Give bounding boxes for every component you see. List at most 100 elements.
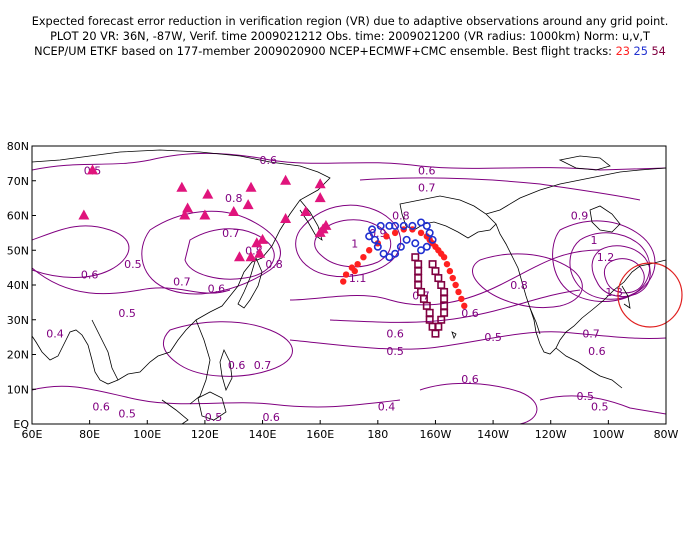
- track-23-point: [458, 295, 465, 303]
- coastline-indochina: [189, 319, 211, 405]
- lon-label: 180: [367, 428, 388, 441]
- contour-label: 0.7: [582, 328, 600, 341]
- track-25-point: [411, 239, 420, 248]
- lat-label: 50N: [7, 244, 29, 257]
- observation-triangle: [320, 219, 332, 230]
- contour-line: [289, 249, 601, 306]
- coastline-baja: [529, 307, 541, 335]
- lon-label: 80W: [654, 428, 679, 441]
- track-23-point: [452, 281, 459, 289]
- lon-label: 60E: [22, 428, 43, 441]
- lat-label: 60N: [7, 210, 29, 223]
- observation-triangle: [179, 209, 191, 220]
- observation-triangle: [245, 181, 257, 192]
- contour-label: 0.5: [118, 408, 136, 421]
- coastline-borneo: [197, 391, 227, 421]
- contour-label: 0.4: [378, 401, 396, 414]
- contour-label: 0.5: [124, 258, 142, 271]
- coastline-north-america: [485, 167, 666, 355]
- observation-triangle: [251, 237, 263, 248]
- verification-region-circle: [617, 262, 683, 328]
- observation-triangle: [280, 212, 292, 223]
- track-25-point: [408, 221, 417, 230]
- track-25-point: [391, 249, 400, 258]
- observation-triangle: [314, 192, 326, 203]
- observation-triangle: [280, 174, 292, 185]
- observation-triangle: [87, 164, 99, 175]
- header-line-3: NCEP/UM ETKF based on 177-member 2009020…: [0, 44, 700, 59]
- contour-line: [419, 382, 538, 424]
- track-25-point: [417, 218, 426, 227]
- track-23-point: [365, 247, 373, 254]
- track-25-point: [379, 249, 388, 258]
- track-25-point: [370, 235, 379, 244]
- coastline-japan: [237, 256, 263, 309]
- coastline-mexico: [555, 347, 623, 389]
- observation-triangle: [257, 233, 269, 244]
- track-25-point: [425, 228, 434, 237]
- contour-label: 0.8: [225, 192, 243, 205]
- observation-triangle: [242, 199, 254, 210]
- contour-label: 0.6: [208, 282, 226, 295]
- observation-layer: [78, 164, 468, 338]
- contour-label: 1.3: [605, 286, 623, 299]
- contour-label: 0.7: [418, 182, 436, 195]
- track-23-point: [440, 254, 448, 261]
- contour-line: [32, 267, 231, 295]
- observation-triangle: [202, 188, 214, 199]
- track-23-point: [461, 302, 468, 310]
- track-25-point: [396, 242, 405, 251]
- contour-label: 0.5: [386, 345, 404, 358]
- contour-line: [295, 204, 402, 278]
- contour-label: 0.6: [418, 164, 436, 177]
- contour-line: [472, 253, 583, 309]
- contour-label: 0.7: [222, 227, 240, 240]
- contour-label: 1: [351, 237, 358, 250]
- contour-line: [184, 228, 275, 280]
- contour-label: 0.5: [205, 411, 223, 424]
- contour-label: 1: [590, 234, 597, 247]
- lat-label: 20N: [7, 349, 29, 362]
- observation-triangle: [199, 209, 211, 220]
- track-25-point: [368, 225, 377, 234]
- contour-label: 0.6: [588, 345, 606, 358]
- track-25-point: [373, 242, 382, 251]
- contour-line: [552, 220, 656, 302]
- contour-line: [329, 289, 581, 323]
- track-23-point: [340, 278, 347, 285]
- contour-label: 0.5: [591, 401, 609, 414]
- track-23-point: [348, 264, 356, 271]
- coastline-hudson: [589, 205, 621, 233]
- contour-label: 0.6: [262, 411, 280, 424]
- track-25-point: [422, 242, 431, 251]
- contour-label: 0.5: [118, 307, 136, 320]
- track-23-point: [443, 260, 451, 268]
- observation-triangle: [254, 247, 266, 258]
- coastline-arctic-islands: [558, 155, 611, 171]
- contour-line: [603, 258, 645, 294]
- contour-line: [141, 210, 281, 295]
- contour-label: 0.6: [228, 359, 246, 372]
- header-line-2: PLOT 20 VR: 36N, -87W, Verif. time 20090…: [50, 30, 650, 43]
- track-23-point: [391, 229, 399, 237]
- track-25-point: [391, 221, 400, 230]
- contour-label: 1.1: [349, 272, 367, 285]
- track-23-point: [455, 288, 462, 296]
- track-25-point: [376, 221, 385, 230]
- track-label-54: 54: [651, 45, 666, 58]
- observation-triangle: [78, 209, 90, 220]
- contour-label: 0.6: [386, 328, 404, 341]
- contour-layer: [32, 152, 666, 424]
- lon-label: 160W: [420, 428, 452, 441]
- track-23-point: [354, 260, 361, 268]
- observation-triangle: [245, 251, 257, 262]
- contour-line: [162, 321, 293, 377]
- track-25-point: [422, 221, 431, 230]
- contour-label: 0.8: [392, 210, 410, 223]
- track-23-point: [446, 267, 454, 275]
- track-label-23: 23: [615, 45, 630, 58]
- contour-label: 0.6: [461, 307, 479, 320]
- contour-line: [32, 385, 401, 408]
- lon-label: 100W: [592, 428, 624, 441]
- track-25-point: [365, 232, 374, 241]
